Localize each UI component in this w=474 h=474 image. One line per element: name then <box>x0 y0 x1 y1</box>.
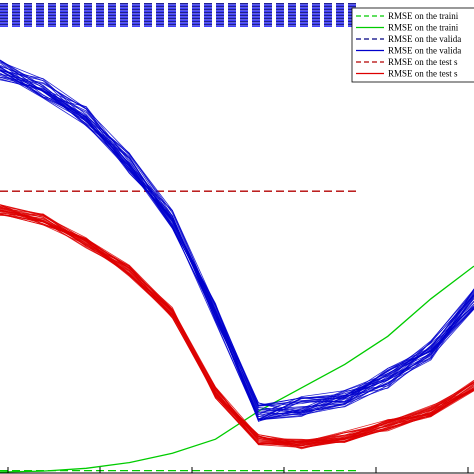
x-axis <box>0 467 474 474</box>
series-5-line <box>0 208 474 444</box>
series-3-line <box>0 61 474 415</box>
series-5-line <box>0 210 474 446</box>
series-5-line <box>0 204 474 447</box>
series-5-line <box>0 213 474 443</box>
series-bands <box>0 59 474 473</box>
series-5-line <box>0 213 474 448</box>
series-3-line <box>0 73 474 406</box>
series-5-line <box>0 204 474 448</box>
series-5-line <box>0 213 474 447</box>
series-1-line <box>0 265 474 473</box>
series-5-line <box>0 209 474 442</box>
series-3-line <box>0 79 474 421</box>
series-5-line <box>0 210 474 445</box>
reference-lines <box>0 3 360 472</box>
legend-entry-0: RMSE on the traini <box>388 11 459 21</box>
series-5-line <box>0 209 474 444</box>
series-5-line <box>0 208 474 443</box>
legend-entry-2: RMSE on the valida <box>388 34 461 44</box>
series-5-line <box>0 208 474 443</box>
series-5-line <box>0 213 474 445</box>
series-5-line <box>0 211 474 445</box>
series-5-line <box>0 207 474 447</box>
legend-entry-5: RMSE on the test s <box>388 69 458 79</box>
legend-box <box>351 7 474 83</box>
legend-entry-1: RMSE on the traini <box>388 23 459 33</box>
series-3-line <box>0 66 474 407</box>
series-5-line <box>0 204 474 447</box>
series-3-line <box>0 69 474 413</box>
series-5-line <box>0 209 474 445</box>
series-5-line <box>0 213 474 443</box>
legend-entry-3: RMSE on the valida <box>388 46 461 56</box>
series-5-line <box>0 212 474 445</box>
legend-entry-4: RMSE on the test s <box>388 57 458 67</box>
series-5-line <box>0 213 474 445</box>
series-5-line <box>0 207 474 446</box>
series-5-line <box>0 214 474 447</box>
series-5-line <box>0 205 474 445</box>
series-5-line <box>0 206 474 450</box>
